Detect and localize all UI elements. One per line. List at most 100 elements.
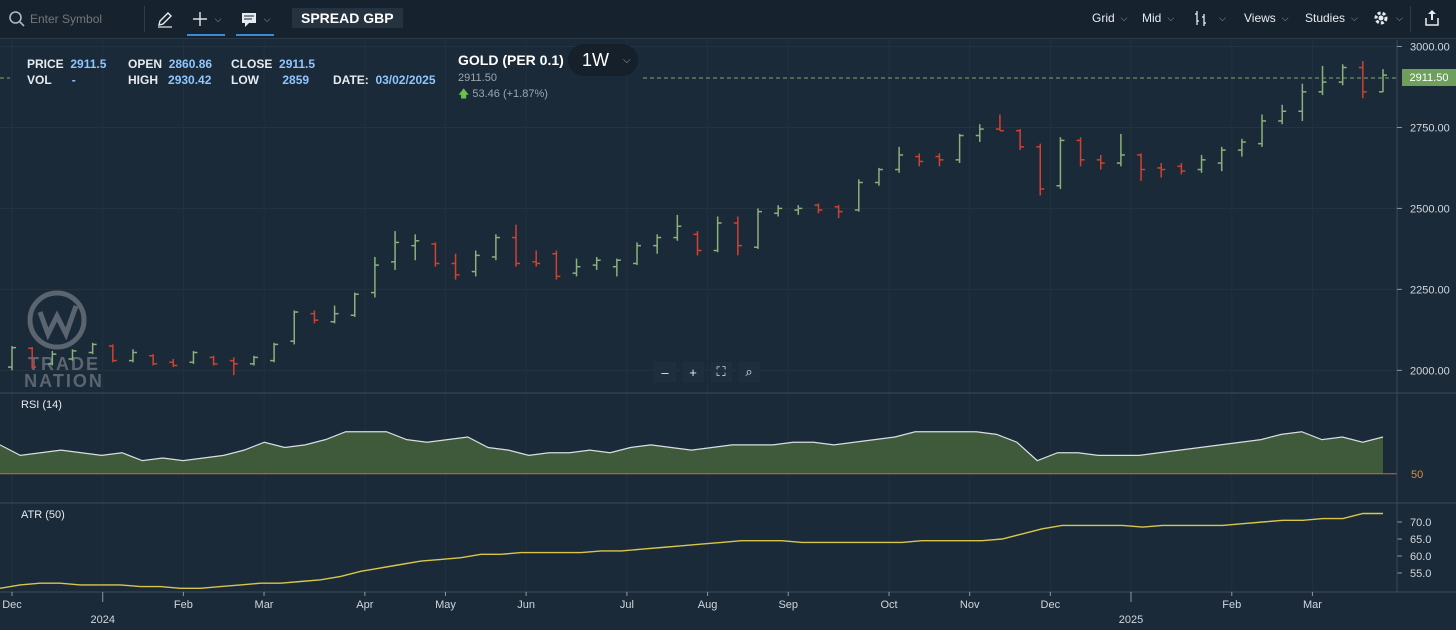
settings-menu[interactable]: ⌵ — [1372, 9, 1403, 27]
low-value: 2859 — [282, 73, 310, 87]
ohlc-bar — [189, 350, 198, 364]
price-label: PRICE — [27, 57, 64, 71]
grid-menu[interactable]: Grid ⌵ — [1092, 11, 1128, 25]
ohlc-bar — [1298, 83, 1307, 121]
ohlc-open: OPEN 2860.86 — [128, 57, 212, 71]
time-tick-label: 2024 — [90, 614, 114, 626]
symbol-search-input[interactable] — [30, 12, 130, 26]
atr-panel: 70.0 65.0 60.0 55.0 — [0, 512, 1431, 589]
chevron-down-icon: ⌵ — [1351, 12, 1358, 23]
ohlc-bar — [1036, 143, 1045, 196]
atr-tick-label: 60.0 — [1410, 551, 1431, 563]
ohlc-bar — [935, 153, 944, 167]
price-tick-label: 2000.00 — [1410, 365, 1450, 377]
ohlc-bar — [814, 203, 823, 214]
high-label: HIGH — [128, 73, 158, 87]
studies-menu[interactable]: Studies ⌵ — [1305, 11, 1358, 25]
svg-text:TRADE: TRADE — [28, 354, 100, 374]
ohlc-bar — [209, 355, 218, 366]
ohlc-bar — [1379, 69, 1387, 93]
draw-tool-button[interactable] — [152, 4, 178, 34]
ohlc-bar — [532, 250, 541, 267]
mid-menu-label: Mid — [1142, 11, 1162, 25]
ohlc-price: PRICE 2911.5 — [27, 57, 106, 71]
time-tick-label: Feb — [1222, 599, 1241, 611]
ohlc-bar — [733, 216, 742, 256]
ohlc-bar — [451, 253, 460, 280]
ohlc-date: DATE: 03/02/2025 — [333, 73, 436, 87]
bar-type-menu[interactable]: ⌵ — [1193, 8, 1226, 28]
chevron-down-icon: ⌵ — [623, 54, 631, 66]
ohlc-bar — [1358, 61, 1367, 99]
ohlc-bar — [48, 350, 57, 366]
ohlc-low: LOW 2859 — [231, 73, 309, 87]
ohlc-bar — [975, 124, 984, 143]
zoom-out-button[interactable]: – — [654, 362, 676, 382]
ohlc-bar — [431, 242, 440, 267]
views-menu[interactable]: Views ⌵ — [1244, 11, 1289, 25]
pencil-icon — [158, 12, 172, 28]
crosshair-tool-button[interactable]: ⌵ — [187, 4, 225, 36]
ohlc-bar — [753, 208, 762, 249]
time-tick-label: Apr — [356, 599, 373, 611]
ohlc-bar — [149, 354, 158, 366]
price-value: 2911.5 — [70, 57, 107, 71]
ohlc-bar — [592, 256, 601, 270]
date-value: 03/02/2025 — [375, 73, 436, 87]
ohlc-bar — [512, 224, 521, 267]
timeframe-selector[interactable]: 1W ⌵ — [568, 44, 638, 76]
ohlc-bar — [713, 216, 722, 253]
ohlc-bar — [653, 234, 662, 254]
time-tick-label: Jul — [620, 599, 634, 611]
toolbar-divider — [144, 6, 145, 32]
settings-icon — [1374, 11, 1388, 25]
ohlc-bar — [1258, 114, 1267, 147]
rsi-panel: 50 — [0, 431, 1423, 481]
symbol-search[interactable] — [8, 6, 138, 32]
ohlc-bar — [895, 146, 904, 173]
price-tick-label: 2750.00 — [1410, 122, 1450, 134]
chart-canvas[interactable]: TRADE NATION 50 70.0 65.0 60.0 55.0 3000.00… — [0, 39, 1456, 630]
zoom-in-button[interactable]: + — [682, 362, 704, 382]
annotation-tool-button[interactable]: ⌵ — [236, 4, 274, 36]
svg-text:NATION: NATION — [24, 371, 104, 391]
ohlc-bar — [270, 342, 279, 363]
ohlc-bar — [1278, 104, 1287, 125]
ohlc-bar — [1056, 137, 1065, 189]
date-label: DATE: — [333, 73, 369, 87]
fullscreen-icon[interactable]: ⛶ — [710, 362, 732, 382]
reset-zoom-icon[interactable]: ⌕ — [738, 362, 760, 382]
chevron-down-icon: ⌵ — [1120, 12, 1128, 23]
ohlc-bar — [673, 214, 682, 241]
ohlc-bar — [8, 346, 16, 371]
ohlc-bar — [1338, 64, 1347, 86]
axes: 3000.00 2750.00 2500.00 2250.00 2000.00 Dec 20… — [0, 40, 1456, 626]
atr-label: ATR (50) — [21, 509, 65, 521]
ohlc-bar — [1157, 163, 1166, 178]
toolbar-divider — [1410, 6, 1411, 32]
vol-label: VOL — [27, 73, 52, 87]
price-bars — [8, 61, 1387, 376]
close-value: 2911.5 — [279, 57, 316, 71]
ohlc-bar — [612, 258, 621, 277]
price-change-value: 53.46 (+1.87%) — [472, 88, 548, 100]
ohlc-bar — [1217, 146, 1226, 172]
chevron-down-icon: ⌵ — [1396, 12, 1403, 23]
ohlc-bar — [693, 231, 702, 256]
ohlc-bar — [229, 357, 238, 376]
ohlc-bar — [128, 349, 137, 363]
rsi-label: RSI (14) — [21, 399, 62, 411]
ohlc-bar — [1016, 129, 1025, 151]
current-symbol[interactable]: SPREAD GBP — [292, 8, 403, 28]
last-price-tag: 2911.50 — [1402, 69, 1456, 86]
ohlc-bar — [552, 250, 561, 280]
chevron-down-icon: ⌵ — [214, 13, 222, 24]
ohlc-bar — [28, 347, 37, 369]
bar-type-icon — [1195, 11, 1206, 26]
ohlc-bar — [350, 292, 359, 317]
mid-menu[interactable]: Mid ⌵ — [1142, 11, 1174, 25]
studies-menu-label: Studies — [1305, 11, 1346, 25]
ohlc-bar — [874, 167, 883, 186]
share-button[interactable] — [1422, 8, 1442, 28]
